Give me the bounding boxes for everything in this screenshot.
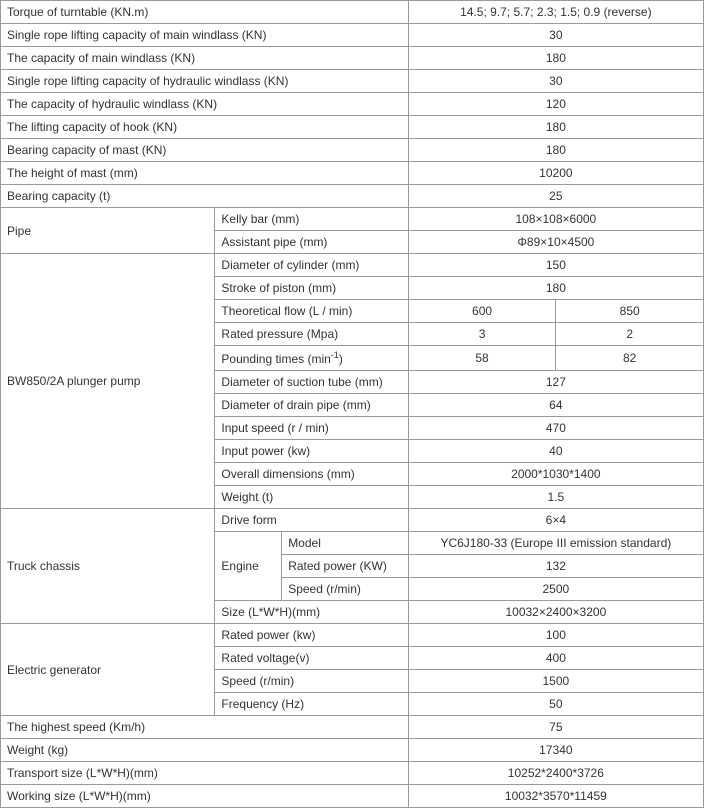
row-value: 2000*1030*1400	[408, 463, 703, 486]
row-label: Pounding times (min-1)	[215, 346, 408, 371]
row-value: 850	[556, 300, 704, 323]
row-value: 120	[408, 93, 703, 116]
row-value: 10032×2400×3200	[408, 601, 703, 624]
row-value: 2	[556, 323, 704, 346]
row-label: The capacity of main windlass (KN)	[1, 47, 409, 70]
chassis-label: Truck chassis	[1, 509, 215, 624]
row-value: 180	[408, 277, 703, 300]
row-label: Size (L*W*H)(mm)	[215, 601, 408, 624]
row-value: 14.5; 9.7; 5.7; 2.3; 1.5; 0.9 (reverse)	[408, 1, 703, 24]
generator-label: Electric generator	[1, 624, 215, 716]
row-label: Overall dimensions (mm)	[215, 463, 408, 486]
row-label: Rated pressure (Mpa)	[215, 323, 408, 346]
row-label: Input power (kw)	[215, 440, 408, 463]
row-value: 10252*2400*3726	[408, 762, 703, 785]
row-label: Drive form	[215, 509, 408, 532]
row-value: 82	[556, 346, 704, 371]
row-label: Weight (kg)	[1, 739, 409, 762]
row-label: Transport size (L*W*H)(mm)	[1, 762, 409, 785]
row-value: 1.5	[408, 486, 703, 509]
row-value: 400	[408, 647, 703, 670]
row-value: 17340	[408, 739, 703, 762]
row-label: Frequency (Hz)	[215, 693, 408, 716]
row-value: 100	[408, 624, 703, 647]
row-value: 1500	[408, 670, 703, 693]
row-label: Bearing capacity of mast (KN)	[1, 139, 409, 162]
row-value: 132	[408, 555, 703, 578]
row-value: 470	[408, 417, 703, 440]
row-value: 180	[408, 139, 703, 162]
row-value: 10200	[408, 162, 703, 185]
row-label: Kelly bar (mm)	[215, 208, 408, 231]
row-value: 3	[408, 323, 556, 346]
row-value: 6×4	[408, 509, 703, 532]
row-value: 50	[408, 693, 703, 716]
row-label: Single rope lifting capacity of main win…	[1, 24, 409, 47]
row-value: 600	[408, 300, 556, 323]
row-label: Speed (r/min)	[282, 578, 409, 601]
row-value: 108×108×6000	[408, 208, 703, 231]
row-value: YC6J180-33 (Europe III emission standard…	[408, 532, 703, 555]
row-value: 150	[408, 254, 703, 277]
row-label: Rated power (KW)	[282, 555, 409, 578]
row-value: 40	[408, 440, 703, 463]
row-label: The lifting capacity of hook (KN)	[1, 116, 409, 139]
row-label: Rated voltage(v)	[215, 647, 408, 670]
row-value: 25	[408, 185, 703, 208]
row-label: Model	[282, 532, 409, 555]
row-label: Bearing capacity (t)	[1, 185, 409, 208]
row-value: 30	[408, 70, 703, 93]
row-value: 180	[408, 116, 703, 139]
row-value: Φ89×10×4500	[408, 231, 703, 254]
row-value: 58	[408, 346, 556, 371]
row-label: Theoretical flow (L / min)	[215, 300, 408, 323]
row-label: Input speed (r / min)	[215, 417, 408, 440]
row-label: Speed (r/min)	[215, 670, 408, 693]
row-label: The height of mast (mm)	[1, 162, 409, 185]
row-value: 30	[408, 24, 703, 47]
row-label: Single rope lifting capacity of hydrauli…	[1, 70, 409, 93]
pipe-label: Pipe	[1, 208, 215, 254]
row-label: Torque of turntable (KN.m)	[1, 1, 409, 24]
row-value: 10032*3570*11459	[408, 785, 703, 808]
row-value: 2500	[408, 578, 703, 601]
row-value: 180	[408, 47, 703, 70]
engine-label: Engine	[215, 532, 282, 601]
row-label: Assistant pipe (mm)	[215, 231, 408, 254]
row-label: Weight (t)	[215, 486, 408, 509]
row-value: 75	[408, 716, 703, 739]
row-label: Diameter of drain pipe (mm)	[215, 394, 408, 417]
row-label: Diameter of cylinder (mm)	[215, 254, 408, 277]
row-label: Stroke of piston (mm)	[215, 277, 408, 300]
row-label: Working size (L*W*H)(mm)	[1, 785, 409, 808]
row-label: Rated power (kw)	[215, 624, 408, 647]
row-value: 127	[408, 371, 703, 394]
pump-label: BW850/2A plunger pump	[1, 254, 215, 509]
spec-table: Torque of turntable (KN.m)14.5; 9.7; 5.7…	[0, 0, 704, 808]
row-label: The capacity of hydraulic windlass (KN)	[1, 93, 409, 116]
row-value: 64	[408, 394, 703, 417]
row-label: Diameter of suction tube (mm)	[215, 371, 408, 394]
row-label: The highest speed (Km/h)	[1, 716, 409, 739]
